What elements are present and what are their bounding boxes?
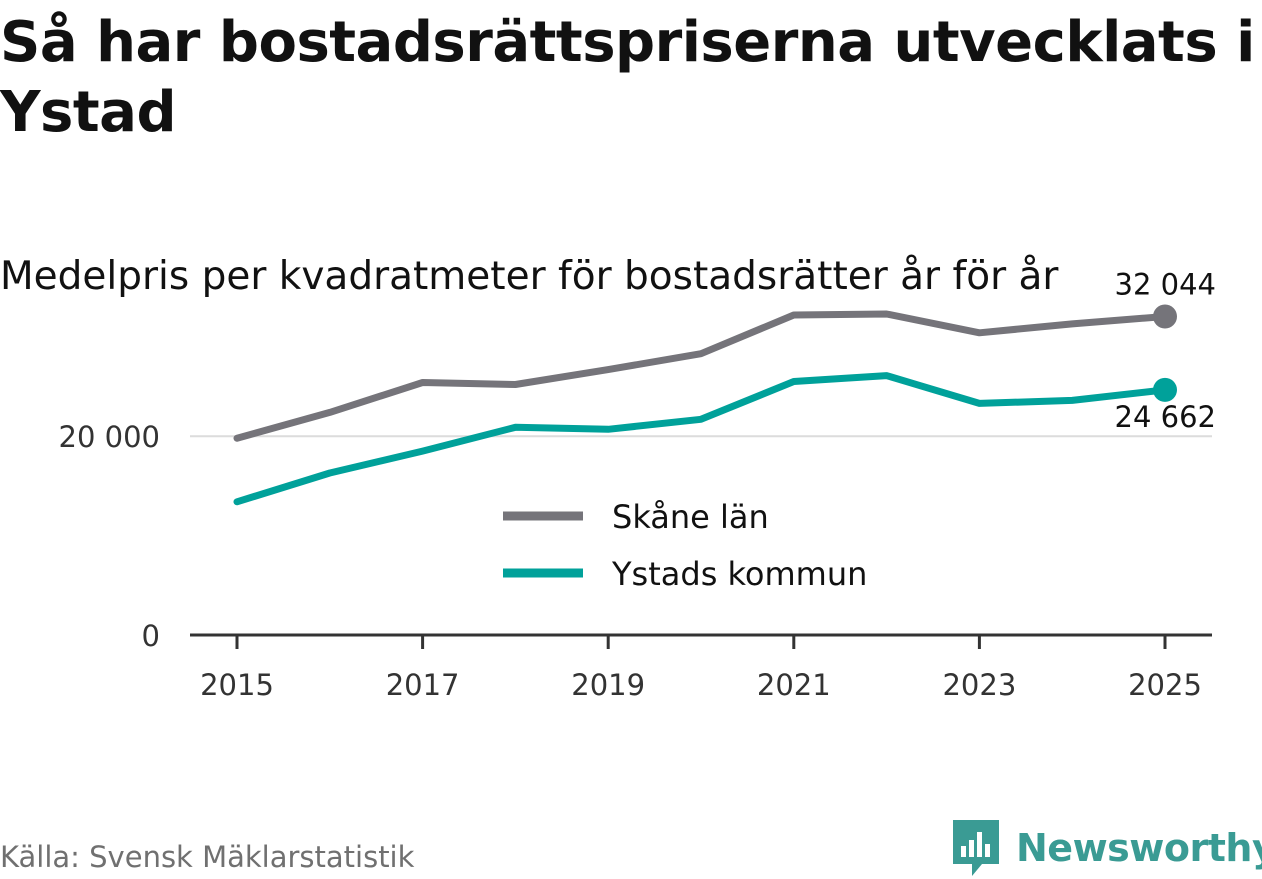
x-tick-label: 2023 xyxy=(942,668,1016,702)
series-layer xyxy=(233,310,1169,506)
x-tick-label: 2015 xyxy=(200,668,274,702)
end-value-label: 32 044 xyxy=(1115,268,1216,302)
end-value-label: 24 662 xyxy=(1115,400,1216,434)
end-point-marker xyxy=(1153,377,1177,402)
chart-title: Så har bostadsrättspriserna utvecklats i… xyxy=(0,10,1255,145)
newsworthy-logo: Newsworthy xyxy=(950,818,1262,878)
end-point-marker xyxy=(1153,304,1177,329)
series-line-ystads-kommun xyxy=(233,372,1169,506)
x-tick-label: 2017 xyxy=(386,668,460,702)
legend-background xyxy=(492,486,907,598)
label-layer: 32 044 24 662 xyxy=(1112,265,1219,437)
series-line-skane-lan xyxy=(233,310,1169,442)
x-axis: 2015 2017 2019 2021 2023 2025 xyxy=(190,633,1212,702)
newsworthy-logo-text: Newsworthy xyxy=(1016,826,1262,870)
legend-label: Ystads kommun xyxy=(611,555,867,593)
y-tick-label: 0 xyxy=(142,619,160,653)
x-tick-label: 2019 xyxy=(571,668,645,702)
newsworthy-logo-icon xyxy=(953,820,999,876)
legend: Skåne län Ystads kommun xyxy=(492,486,907,598)
x-tick-label: 2025 xyxy=(1128,668,1202,702)
legend-label: Skåne län xyxy=(612,498,769,536)
chart-subtitle: Medelpris per kvadratmeter för bostadsrä… xyxy=(0,254,1059,299)
x-tick-label: 2021 xyxy=(757,668,831,702)
source-note: Källa: Svensk Mäklarstatistik xyxy=(0,840,415,874)
grid-layer: 0 20 000 xyxy=(59,420,1212,653)
y-tick-label: 20 000 xyxy=(59,420,160,454)
